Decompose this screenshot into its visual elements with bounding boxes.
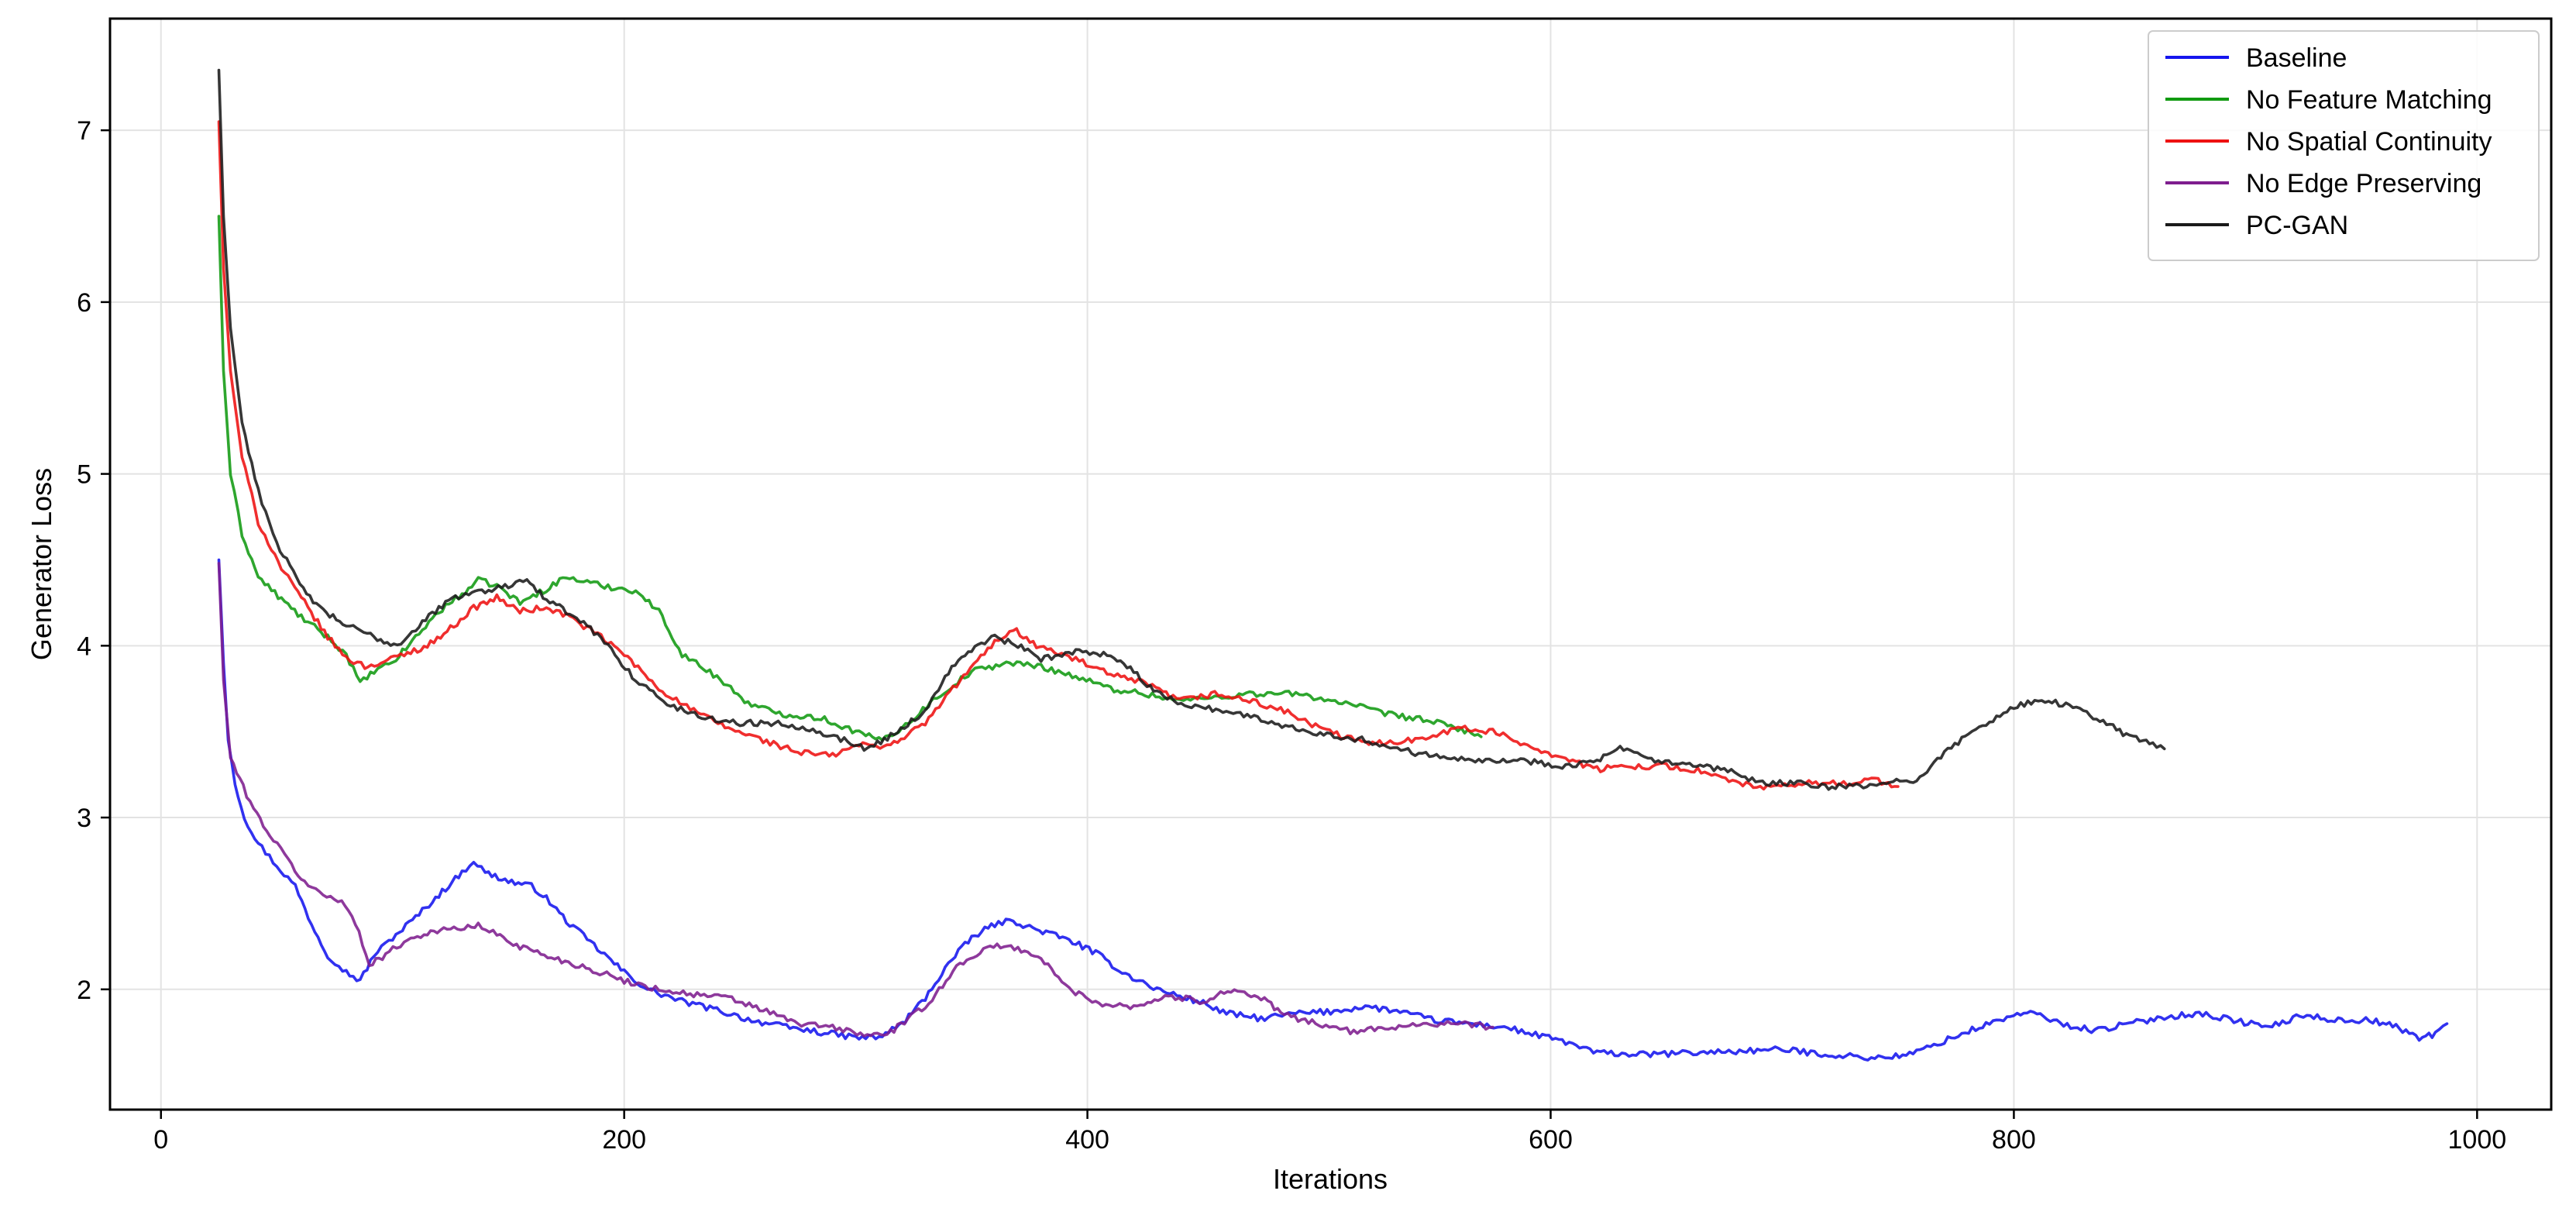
x-tick-label: 1000 [2448, 1125, 2507, 1155]
y-tick-label: 5 [77, 460, 91, 490]
x-axis-title: Iterations [1273, 1163, 1388, 1195]
legend-box [2148, 30, 2540, 261]
x-tick-label: 400 [1065, 1125, 1109, 1155]
series-line-baseline [217, 558, 2449, 1062]
legend-label-no-edge-preserving: No Edge Preserving [2246, 169, 2481, 198]
legend-label-pc-gan: PC-GAN [2246, 211, 2348, 240]
plot-frame [108, 17, 2553, 1111]
axis-ticks: 0 200 400 600 800 1000 2 3 4 5 6 7 [77, 116, 2506, 1155]
series-line-no-feature-matching [217, 215, 1483, 742]
y-tick-label: 2 [77, 976, 91, 1005]
series-lines [217, 68, 2449, 1062]
legend-label-baseline: Baseline [2246, 43, 2347, 73]
legend-label-no-feature-matching: No Feature Matching [2246, 85, 2492, 115]
y-tick-label: 6 [77, 288, 91, 318]
x-tick-label: 600 [1529, 1125, 1573, 1155]
y-tick-label: 3 [77, 804, 91, 833]
y-tick-label: 4 [77, 632, 91, 661]
x-tick-label: 800 [1992, 1125, 2036, 1155]
y-tick-label: 7 [77, 116, 91, 146]
series-line-no-edge-preserving [217, 562, 1494, 1038]
x-tick-label: 0 [153, 1125, 168, 1155]
x-tick-label: 200 [602, 1125, 646, 1155]
y-axis-title: Generator Loss [26, 468, 57, 660]
series-line-no-spatial-continuity [217, 120, 1900, 791]
grid-lines [110, 19, 2551, 1110]
legend: Baseline No Feature Matching No Spatial Co… [2148, 30, 2540, 261]
series-line-pc-gan [217, 68, 2166, 791]
legend-label-no-spatial-continuity: No Spatial Continuity [2246, 127, 2492, 157]
